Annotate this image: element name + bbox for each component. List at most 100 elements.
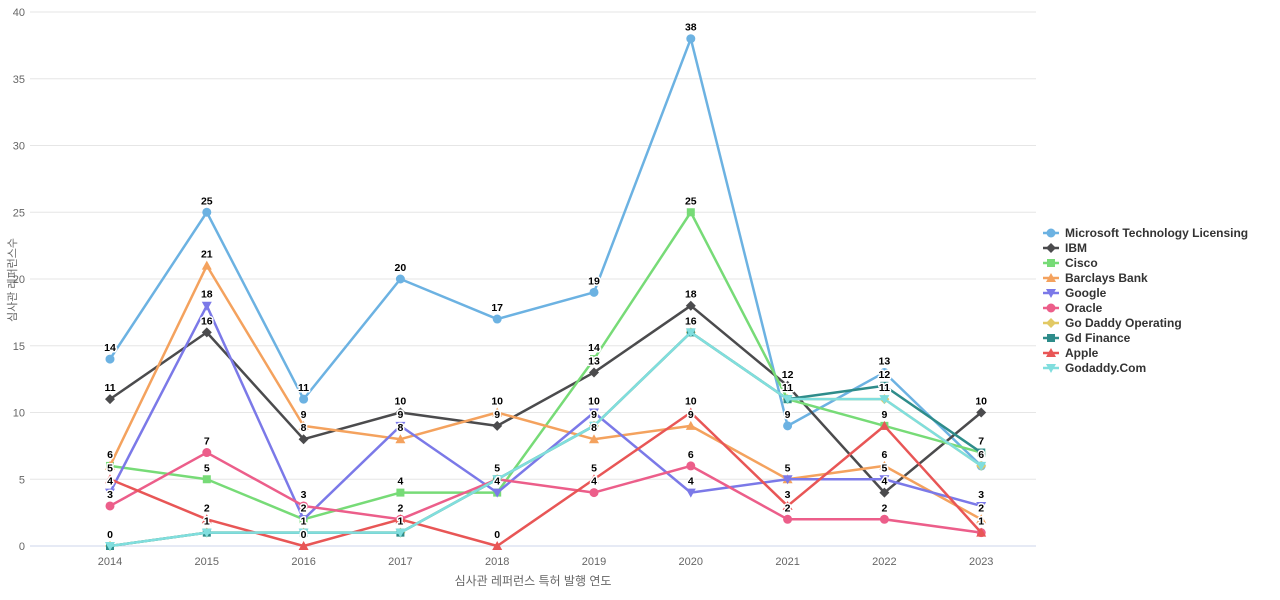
data-label: 2 xyxy=(978,502,984,514)
data-label: 10 xyxy=(395,396,407,408)
data-point xyxy=(298,541,309,550)
data-label: 5 xyxy=(881,462,887,474)
data-label: 7 xyxy=(204,436,210,448)
data-label: 8 xyxy=(397,422,403,434)
data-point xyxy=(201,327,212,338)
data-point xyxy=(395,407,406,418)
x-tick-label: 2015 xyxy=(195,556,219,568)
line-chart: 0 5 10 15 20 25 30 35 40 2014 2015 2016 2017 2018 2019… xyxy=(7,7,1036,588)
data-point xyxy=(589,287,599,297)
data-point xyxy=(1046,363,1056,373)
data-point xyxy=(492,314,502,324)
data-point xyxy=(589,434,599,444)
series-barclays-bank xyxy=(105,260,987,524)
data-point xyxy=(879,395,890,405)
legend-item-cisco[interactable]: Cisco xyxy=(1042,257,1280,269)
data-point xyxy=(396,488,405,497)
legend-item-barclays-bank[interactable]: Barclays Bank xyxy=(1042,272,1280,284)
data-label: 0 xyxy=(301,529,307,541)
data-point xyxy=(202,207,212,217)
data-point xyxy=(298,420,309,430)
data-label: 11 xyxy=(782,382,793,394)
series-line xyxy=(109,331,982,548)
legend-item-gd-finance[interactable]: Gd Finance xyxy=(1042,332,1280,344)
gd-finance-series-icon xyxy=(1043,333,1059,342)
data-point xyxy=(492,541,503,550)
legend-item-oracle[interactable]: Oracle xyxy=(1042,302,1280,314)
legend-item-ibm[interactable]: IBM xyxy=(1042,242,1280,254)
data-point xyxy=(879,460,890,470)
data-label: 8 xyxy=(301,422,307,434)
data-label: 9 xyxy=(494,409,500,421)
data-label: 9 xyxy=(397,409,403,421)
series-go-daddy-operating xyxy=(105,327,987,551)
data-point xyxy=(976,514,987,524)
data-point xyxy=(395,434,406,444)
data-label: 9 xyxy=(688,409,694,421)
data-label: 6 xyxy=(881,449,887,461)
y-tick-label: 35 xyxy=(13,74,25,86)
data-label: 4 xyxy=(397,476,403,488)
series-microsoft-technology-licensing xyxy=(105,34,986,471)
data-point xyxy=(685,328,696,338)
data-label: 3 xyxy=(978,489,984,501)
data-label: 0 xyxy=(494,529,500,541)
series-godaddy-com xyxy=(105,328,987,551)
data-point xyxy=(783,421,793,431)
data-label: 5 xyxy=(785,462,791,474)
data-point xyxy=(782,500,793,510)
legend-item-google[interactable]: Google xyxy=(1042,287,1280,299)
data-label: 7 xyxy=(978,436,984,448)
data-point xyxy=(685,420,696,430)
data-point xyxy=(589,408,599,418)
data-point xyxy=(201,260,212,270)
legend-item-godaddy-com[interactable]: Godaddy.Com xyxy=(1042,362,1280,374)
data-label: 10 xyxy=(975,396,987,408)
data-point xyxy=(976,501,987,511)
legend-label: Oracle xyxy=(1065,300,1103,315)
data-label: 1 xyxy=(397,516,403,528)
data-point xyxy=(685,407,696,417)
data-label: 9 xyxy=(301,409,307,421)
data-label: 5 xyxy=(204,462,210,474)
data-point xyxy=(105,501,115,511)
x-tick-label: 2019 xyxy=(582,556,606,568)
y-tick-label: 5 xyxy=(19,474,25,486)
data-label: 2 xyxy=(204,502,210,514)
data-point xyxy=(880,381,889,390)
data-label: 25 xyxy=(201,195,213,207)
data-label: 1 xyxy=(301,516,307,528)
data-point xyxy=(201,514,212,524)
data-point xyxy=(783,514,793,524)
data-label: 11 xyxy=(298,382,309,394)
y-axis-title: 심사관 레퍼런스수 xyxy=(7,238,19,323)
data-label: 2 xyxy=(785,502,791,514)
legend-item-apple[interactable]: Apple xyxy=(1042,347,1280,359)
legend-item-go-daddy-operating[interactable]: Go Daddy Operating xyxy=(1042,317,1280,329)
data-point xyxy=(879,514,889,524)
data-point xyxy=(685,300,696,311)
series-line xyxy=(108,37,983,467)
data-point xyxy=(879,475,890,485)
y-tick-label: 15 xyxy=(13,341,25,353)
data-label: 16 xyxy=(201,315,213,327)
data-label: 18 xyxy=(685,289,697,301)
data-label: 4 xyxy=(881,476,887,488)
data-point xyxy=(1047,333,1055,342)
data-label: 2 xyxy=(881,502,887,514)
y-tick-label: 40 xyxy=(13,7,25,19)
data-label: 19 xyxy=(588,275,600,287)
data-label: 10 xyxy=(685,396,697,408)
data-point xyxy=(299,394,309,404)
y-tick-label: 20 xyxy=(13,274,25,286)
data-label: 2 xyxy=(397,502,403,514)
data-point xyxy=(201,301,212,311)
x-tick-label: 2023 xyxy=(969,556,993,568)
data-label: 8 xyxy=(591,422,597,434)
data-label: 25 xyxy=(685,195,697,207)
x-tick-label: 2020 xyxy=(679,556,703,568)
legend-item-microsoft-technology-licensing[interactable]: Microsoft Technology Licensing xyxy=(1042,227,1280,239)
data-point xyxy=(492,407,503,417)
